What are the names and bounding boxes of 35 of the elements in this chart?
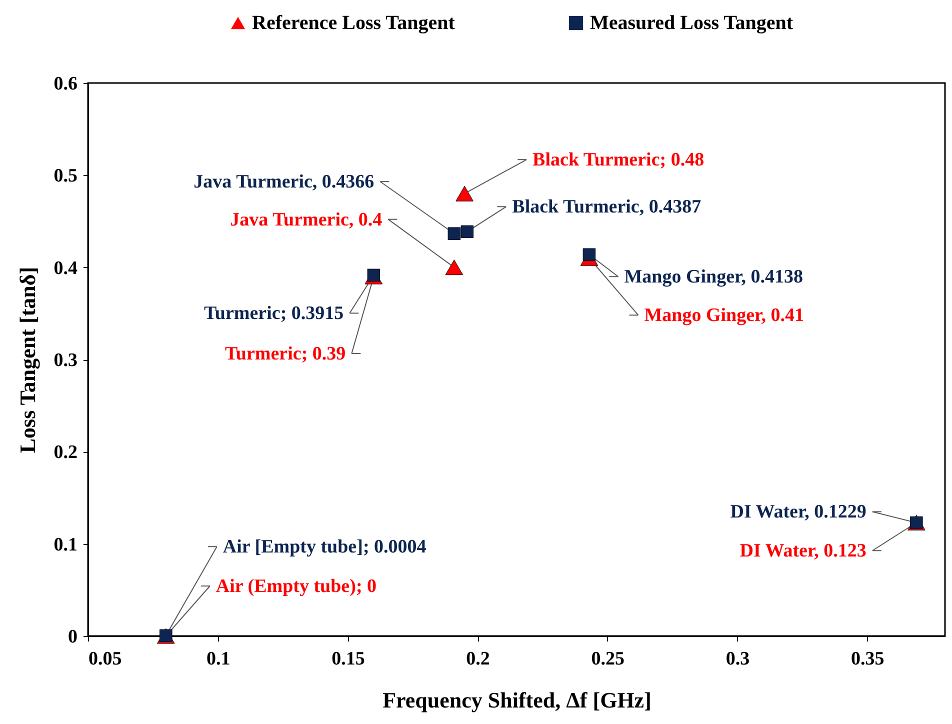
y-tick-label: 0.2: [54, 442, 78, 464]
x-tick-label: 0.25: [591, 648, 625, 670]
data-label: Turmeric; 0.39: [224, 344, 346, 365]
data-label: DI Water, 0.123: [740, 540, 866, 562]
legend-label: Reference Loss Tangent: [252, 12, 456, 34]
data-label: Mango Ginger, 0.41: [644, 305, 804, 326]
y-tick-label: 0.1: [54, 534, 78, 556]
y-tick-label: 0.6: [54, 74, 78, 94]
y-tick-label: 0.4: [54, 258, 78, 279]
data-label: Mango Ginger, 0.4138: [624, 266, 803, 288]
point: [582, 248, 596, 261]
data-label: DI Water, 0.1229: [730, 502, 866, 523]
data-label: Air (Empty tube); 0: [216, 576, 377, 597]
point: [445, 260, 464, 276]
x-tick-label: 0.15: [332, 648, 365, 670]
x-tick-label: 0.1: [206, 648, 230, 670]
legend-label: Measured Loss Tangent: [590, 12, 794, 34]
x-tick-label: 0.05: [88, 648, 122, 670]
y-tick-label: 0: [68, 626, 78, 648]
data-label: Java Turmeric, 0.4366: [194, 172, 374, 193]
x-tick-label: 0.3: [726, 648, 750, 670]
data-label: Turmeric; 0.3915: [204, 303, 344, 324]
x-tick-label: 0.2: [466, 648, 490, 670]
data-label: Black Turmeric; 0.48: [532, 150, 704, 171]
x-axis-title: Frequency Shifted, Δf [GHz]: [382, 688, 652, 712]
y-tick-label: 0.3: [54, 350, 78, 371]
x-tick-label: 0.35: [850, 648, 884, 670]
point: [448, 227, 461, 240]
point: [456, 186, 474, 202]
point: [460, 225, 474, 238]
y-tick-label: 0.5: [54, 166, 78, 187]
y-axis-title: Loss Tangent [tanδ]: [14, 266, 40, 454]
data-label: Air [Empty tube]; 0.0004: [222, 536, 427, 558]
data-label: Java Turmeric, 0.4: [230, 209, 383, 230]
data-label: Black Turmeric, 0.4387: [512, 196, 702, 218]
